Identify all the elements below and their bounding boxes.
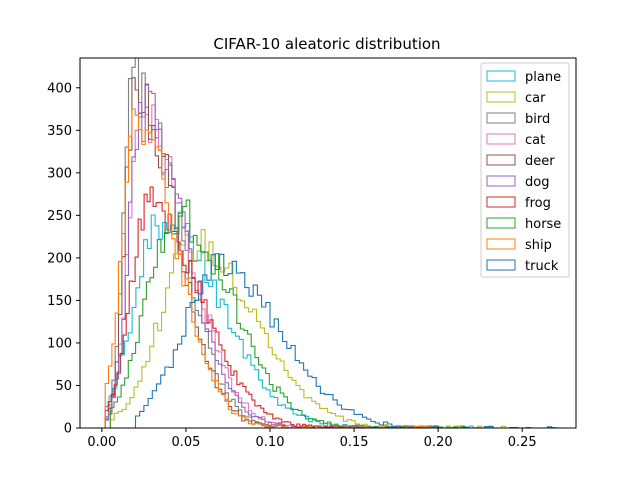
legend-label-horse: horse: [525, 217, 561, 232]
y-tick-label: 50: [55, 379, 72, 394]
legend-label-cat: cat: [525, 133, 545, 148]
y-tick-label: 200: [47, 251, 72, 266]
x-axis: 0.00 0.05 0.10 0.15 0.20 0.25: [87, 428, 537, 450]
histogram-frog: [104, 186, 406, 429]
legend-swatch-deer: [486, 154, 516, 166]
legend-label-deer: deer: [525, 154, 555, 169]
legend-swatch-frog: [486, 196, 516, 208]
x-tick-label: 0.10: [256, 435, 285, 450]
legend-label-bird: bird: [525, 112, 550, 127]
plot-frame: [79, 57, 577, 429]
legend-label-frog: frog: [525, 196, 551, 211]
legend-swatch-truck: [486, 259, 516, 271]
legend-label-car: car: [525, 91, 546, 106]
y-tick-label: 0: [64, 422, 72, 437]
x-tick-label: 0.20: [424, 435, 453, 450]
legend-swatch-ship: [486, 238, 516, 250]
y-tick-label: 100: [47, 336, 72, 351]
x-tick-label: 0.05: [171, 435, 200, 450]
y-tick-label: 400: [47, 81, 72, 96]
legend-label-truck: truck: [525, 259, 559, 274]
x-tick-label: 0.00: [87, 435, 116, 450]
x-tick-label: 0.25: [508, 435, 537, 450]
legend-label-plane: plane: [525, 70, 561, 85]
histogram-car: [109, 229, 506, 429]
legend-label-ship: ship: [525, 238, 552, 253]
legend-swatch-dog: [486, 175, 516, 187]
legend-box: [480, 62, 570, 278]
y-tick-label: 250: [47, 209, 72, 224]
y-axis: 0 50 100 150 200 250 300 350 400: [47, 81, 80, 437]
histogram-ship: [104, 108, 439, 429]
legend: plane car bird cat deer dog frog horse ship truck: [480, 62, 570, 278]
histogram-horse: [109, 199, 472, 429]
y-tick-label: 150: [47, 294, 72, 309]
x-tick-label: 0.15: [340, 435, 369, 450]
legend-swatch-car: [486, 91, 516, 103]
chart-title: CIFAR-10 aleatoric distribution: [213, 35, 440, 53]
histogram-plane: [104, 211, 489, 429]
legend-swatch-bird: [486, 112, 516, 124]
legend-swatch-horse: [486, 217, 516, 229]
legend-label-dog: dog: [525, 175, 549, 190]
y-tick-label: 350: [47, 124, 72, 139]
legend-swatch-plane: [486, 70, 516, 82]
legend-swatch-cat: [486, 133, 516, 145]
histogram-deer: [104, 77, 439, 429]
y-tick-label: 300: [47, 166, 72, 181]
